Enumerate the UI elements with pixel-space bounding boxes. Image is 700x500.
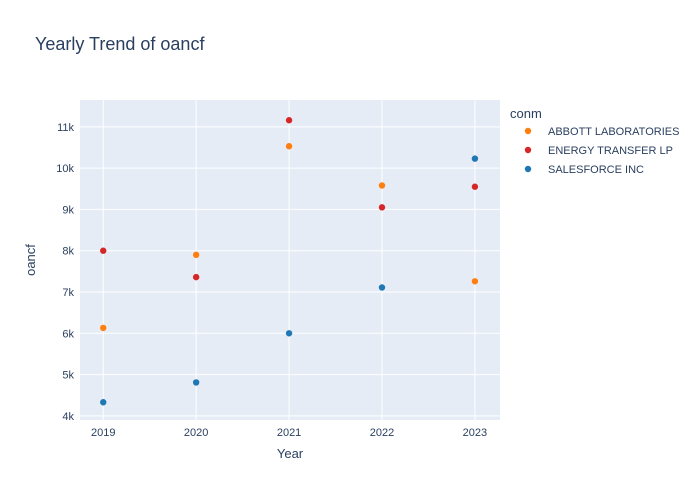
legend-label: ABBOTT LABORATORIES bbox=[548, 126, 679, 138]
x-axis-label: Year bbox=[277, 446, 304, 461]
y-tick-label: 7k bbox=[62, 287, 74, 299]
x-tick-label: 2019 bbox=[91, 427, 115, 439]
y-tick-label: 6k bbox=[62, 328, 74, 340]
legend-marker bbox=[524, 127, 532, 135]
data-point[interactable] bbox=[471, 183, 479, 190]
legend-marker bbox=[524, 165, 532, 173]
grid-lines bbox=[80, 100, 500, 420]
legend-marker bbox=[524, 146, 532, 154]
legend-items[interactable]: ABBOTT LABORATORIES ENERGY TRANSFER LP SAL… bbox=[524, 126, 680, 176]
y-tick-label: 4k bbox=[62, 411, 74, 423]
data-points bbox=[100, 117, 479, 406]
data-point[interactable] bbox=[378, 204, 386, 211]
data-point[interactable] bbox=[100, 399, 107, 406]
data-point[interactable] bbox=[471, 155, 479, 162]
legend-title: conm bbox=[510, 106, 542, 121]
plot-area bbox=[80, 100, 500, 420]
x-tick-label: 2022 bbox=[370, 427, 394, 439]
y-tick-label: 8k bbox=[62, 246, 74, 258]
data-point[interactable] bbox=[192, 251, 200, 259]
x-tick-label: 2020 bbox=[184, 427, 208, 439]
data-point[interactable] bbox=[285, 330, 293, 337]
y-axis-label: oancf bbox=[23, 244, 38, 276]
x-tick-label: 2021 bbox=[277, 427, 301, 439]
y-tick-labels: 4k 5k 6k 7k 8k 9k 10k 11k bbox=[56, 122, 74, 423]
data-point[interactable] bbox=[192, 379, 200, 386]
legend-label: ENERGY TRANSFER LP bbox=[548, 145, 673, 157]
y-tick-label: 11k bbox=[57, 122, 74, 134]
x-tick-labels: 2019 2020 2021 2022 2023 bbox=[91, 427, 487, 439]
legend-item[interactable]: ABBOTT LABORATORIES bbox=[524, 126, 680, 138]
data-point[interactable] bbox=[100, 247, 107, 254]
data-point[interactable] bbox=[192, 273, 200, 281]
data-point[interactable] bbox=[285, 143, 293, 150]
data-point[interactable] bbox=[378, 182, 386, 189]
legend-item[interactable]: ENERGY TRANSFER LP bbox=[524, 145, 673, 157]
y-tick-label: 5k bbox=[62, 370, 74, 382]
data-point[interactable] bbox=[100, 324, 107, 332]
y-tick-label: 10k bbox=[56, 163, 74, 175]
y-tick-label: 9k bbox=[62, 204, 74, 216]
data-point[interactable] bbox=[378, 284, 386, 291]
legend-item[interactable]: SALESFORCE INC bbox=[524, 164, 644, 176]
chart-title: Yearly Trend of oancf bbox=[35, 34, 205, 54]
legend-label: SALESFORCE INC bbox=[548, 164, 644, 176]
data-point[interactable] bbox=[471, 278, 479, 285]
data-point[interactable] bbox=[285, 117, 293, 124]
legend[interactable]: conm ABBOTT LABORATORIES ENERGY TRANSFER … bbox=[510, 106, 679, 176]
x-tick-label: 2023 bbox=[463, 427, 487, 439]
